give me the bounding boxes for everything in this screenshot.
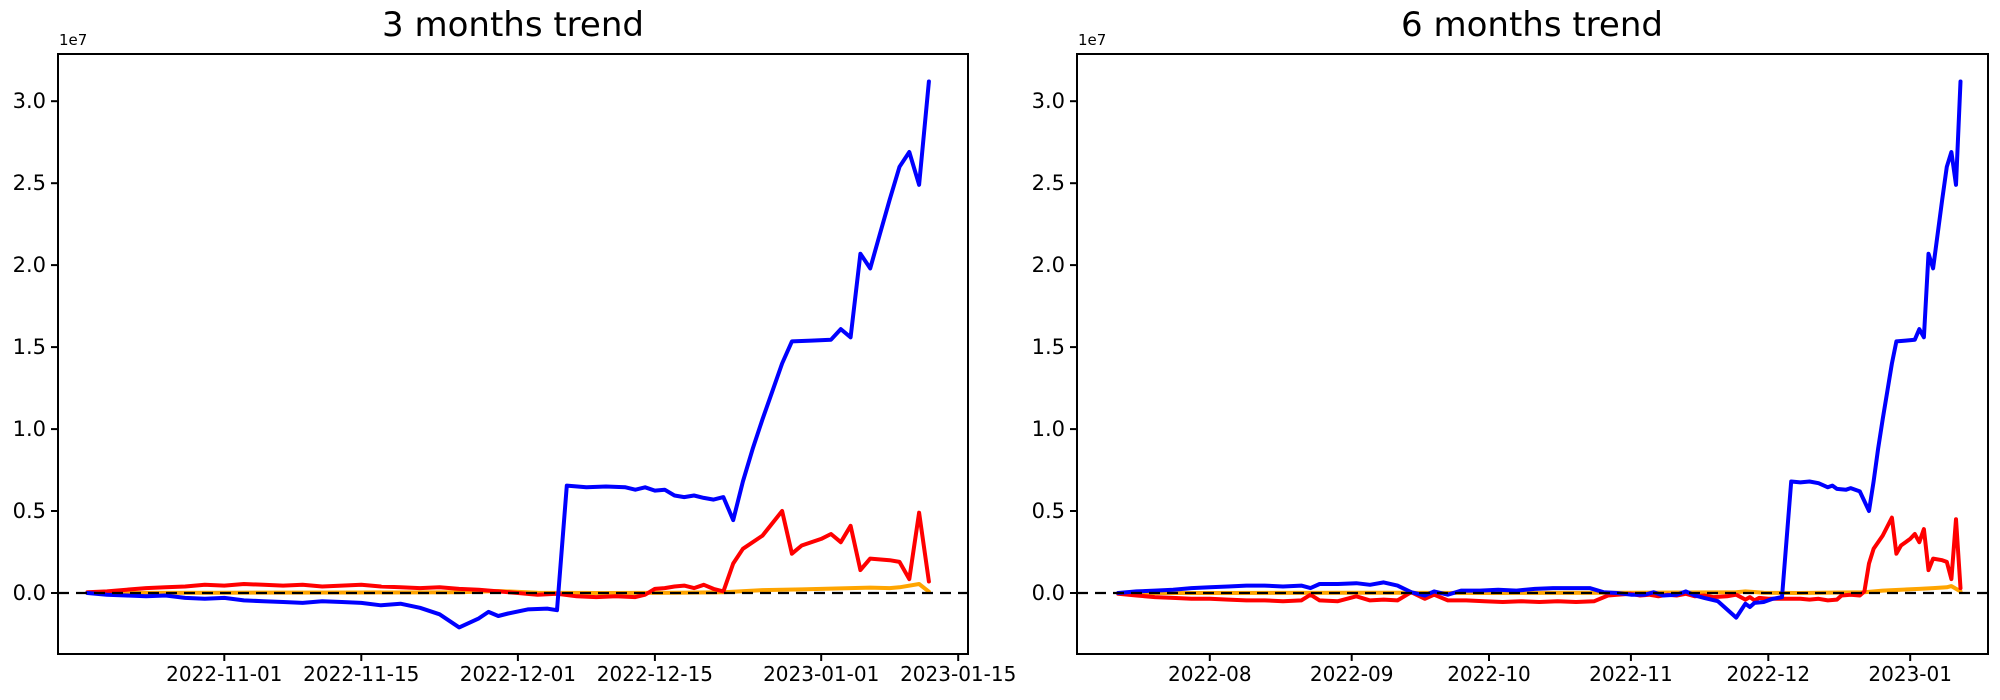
left-chart-title: 3 months trend: [382, 5, 644, 45]
y-tick-label: 1.5: [1032, 335, 1065, 359]
red-series-line: [1116, 515, 1963, 604]
y-tick-label: 0.5: [13, 499, 46, 523]
x-tick-label: 2022-12-15: [597, 662, 713, 686]
y-tick-label: 0.0: [1032, 581, 1065, 605]
x-tick-label: 2023-01-01: [763, 662, 879, 686]
x-tick-label: 2022-09: [1310, 662, 1394, 686]
right-y-axis-offset-text: 1e7: [1078, 31, 1107, 49]
y-tick-label: 0.0: [13, 581, 46, 605]
red-series-line: [85, 509, 931, 600]
chart-0: 2022-11-01 2022-11-15 2022-12-01 2022-12-15…: [13, 53, 1016, 686]
y-tick-label: 3.0: [1032, 89, 1065, 113]
chart-1: 2022-08 2022-09 2022-10 2022-11 2022-12 2023-…: [1032, 53, 1989, 686]
y-tick-label: 2.5: [1032, 171, 1065, 195]
y-tick-label: 3.0: [13, 89, 46, 113]
axes-frame: [1076, 53, 1989, 655]
blue-series-line: [1116, 79, 1963, 620]
y-tick-label: 0.5: [1032, 499, 1065, 523]
x-tick-label: 2023-01-15: [900, 662, 1016, 686]
y-tick-label: 2.0: [1032, 253, 1065, 277]
x-tick-label: 2022-08: [1168, 662, 1252, 686]
y-tick-label: 1.0: [13, 417, 46, 441]
x-tick-label: 2022-10: [1447, 662, 1531, 686]
x-tick-label: 2022-11-01: [166, 662, 282, 686]
blue-series-line: [85, 79, 931, 630]
left-y-axis-offset-text: 1e7: [59, 31, 88, 49]
axes-frame: [57, 53, 969, 655]
x-tick-label: 2022-11: [1589, 662, 1673, 686]
y-tick-label: 2.5: [13, 171, 46, 195]
x-tick-label: 2022-12-01: [460, 662, 576, 686]
right-chart-title: 6 months trend: [1401, 5, 1663, 45]
y-tick-label: 2.0: [13, 253, 46, 277]
x-tick-label: 2022-11-15: [303, 662, 419, 686]
y-tick-label: 1.0: [1032, 417, 1065, 441]
x-tick-label: 2022-12: [1727, 662, 1811, 686]
x-tick-label: 2023-01: [1868, 662, 1952, 686]
y-tick-label: 1.5: [13, 335, 46, 359]
